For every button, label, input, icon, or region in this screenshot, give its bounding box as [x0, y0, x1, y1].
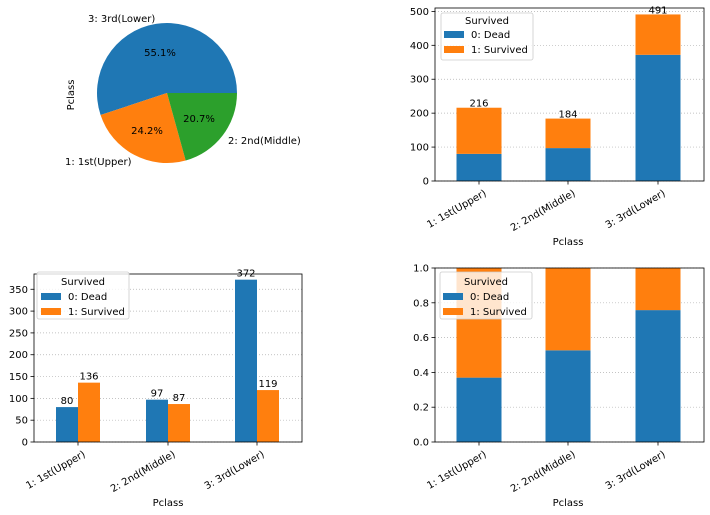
bar-value-label: 372	[236, 269, 255, 280]
y-tick-label: 0.2	[413, 403, 429, 414]
x-axis-label: Pclass	[553, 498, 584, 509]
bar	[168, 404, 190, 442]
legend-swatch-survived	[41, 308, 61, 315]
y-tick-label: 400	[410, 41, 429, 52]
legend-title: Survived	[464, 277, 508, 288]
y-tick-label: 0.0	[413, 438, 429, 449]
bar	[146, 399, 168, 442]
legend-label: 0: Dead	[471, 30, 510, 41]
stacked-count-chart: 0 100 200 300 400 500 1: 1st(Upper) 2: 2nd(Mid…	[410, 5, 705, 248]
bar-segment	[635, 310, 681, 442]
pie-chart: 55.1% 24.2% 20.7% 3: 3rd(Lower) 1: 1st(U…	[65, 14, 301, 168]
legend-label: 1: Survived	[471, 45, 528, 56]
axes-frame	[434, 7, 705, 182]
bar	[257, 390, 279, 442]
x-tick-label: 1: 1st(Upper)	[24, 449, 87, 492]
y-tick-label: 200	[9, 350, 28, 361]
y-tick-label: 1.0	[413, 264, 429, 275]
bar-total-label: 184	[558, 110, 577, 121]
y-tick-label: 50	[15, 416, 28, 427]
pie-slice	[167, 93, 237, 161]
legend: Survived 0: Dead 1: Survived	[440, 12, 534, 61]
bar-total-label: 216	[469, 99, 488, 110]
x-tick-label: 1: 1st(Upper)	[425, 188, 488, 231]
y-tick-label: 0.4	[413, 368, 429, 379]
y-tick-label: 350	[9, 285, 28, 296]
y-tick-label: 300	[410, 75, 429, 86]
legend-label: 1: Survived	[470, 307, 527, 318]
y-tick-label: 0	[423, 177, 429, 188]
bar-segment	[456, 153, 502, 181]
x-tick-label: 3: 3rd(Lower)	[604, 188, 668, 231]
legend: Survived 0: Dead 1: Survived	[439, 271, 533, 320]
pie-slice	[100, 93, 186, 163]
pie-pct-label: 55.1%	[144, 48, 176, 59]
bar-segment	[545, 148, 591, 181]
bar	[78, 382, 100, 442]
bar-segment	[635, 268, 681, 311]
y-tick-label: 250	[9, 328, 28, 339]
y-tick-label: 0	[22, 438, 28, 449]
bar-value-label: 136	[79, 372, 98, 383]
pie-pct-label: 20.7%	[183, 114, 215, 125]
x-tick-label: 3: 3rd(Lower)	[604, 449, 668, 492]
pie-slice-label: 3: 3rd(Lower)	[88, 14, 155, 25]
pie-slice-label: 1: 1st(Upper)	[65, 157, 132, 168]
bar-segment	[545, 350, 591, 442]
x-tick-label: 2: 2nd(Middle)	[509, 449, 578, 495]
bar	[235, 279, 257, 442]
y-tick-label: 150	[9, 372, 28, 383]
bar-segment	[545, 118, 591, 149]
y-tick-label: 100	[9, 394, 28, 405]
bar-value-label: 119	[258, 379, 277, 390]
bar-value-label: 97	[151, 389, 164, 400]
x-axis-label: Pclass	[153, 498, 184, 509]
axes-frame	[434, 267, 705, 443]
bar	[56, 407, 78, 442]
y-tick-label: 0.8	[413, 298, 429, 309]
y-tick-label: 0.6	[413, 333, 429, 344]
legend-swatch-survived	[444, 46, 464, 53]
legend: Survived 0: Dead 1: Survived	[36, 271, 130, 320]
legend-title: Survived	[61, 277, 105, 288]
bar-segment	[456, 377, 502, 442]
legend-swatch-survived	[443, 308, 463, 315]
pie-pct-label: 24.2%	[131, 126, 163, 137]
pie-slice	[96, 22, 238, 116]
legend-swatch-dead	[41, 293, 61, 300]
legend-swatch-dead	[444, 31, 464, 38]
legend-title: Survived	[465, 16, 509, 27]
x-tick-label: 1: 1st(Upper)	[425, 449, 488, 492]
x-tick-label: 3: 3rd(Lower)	[203, 449, 267, 492]
x-tick-label: 2: 2nd(Middle)	[509, 188, 578, 234]
grouped-count-chart: 0 50 100 150 200 250 300 350 1: 1st(Upper) 2: 2n…	[9, 269, 303, 509]
bar-total-label: 491	[648, 5, 667, 16]
y-tick-label: 300	[9, 307, 28, 318]
pie-ylabel: Pclass	[66, 80, 77, 111]
bar-value-label: 87	[173, 393, 186, 404]
pie-slice-label: 2: 2nd(Middle)	[228, 136, 301, 147]
legend-label: 0: Dead	[470, 292, 509, 303]
legend-swatch-dead	[443, 293, 463, 300]
x-axis-label: Pclass	[553, 237, 584, 248]
legend-label: 0: Dead	[68, 292, 107, 303]
y-tick-label: 500	[410, 7, 429, 18]
normalized-stacked-chart: 0.0 0.2 0.4 0.6 0.8 1.0 1: 1st(Upper) 2: 2nd(M…	[413, 264, 705, 509]
x-tick-label: 2: 2nd(Middle)	[109, 449, 178, 495]
bar-segment	[456, 107, 502, 154]
legend-label: 1: Survived	[68, 307, 125, 318]
bar-value-label: 80	[61, 396, 74, 407]
bar-segment	[635, 54, 681, 181]
y-tick-label: 100	[410, 143, 429, 154]
bar-segment	[635, 14, 681, 55]
y-tick-label: 200	[410, 109, 429, 120]
bar-segment	[545, 268, 591, 351]
